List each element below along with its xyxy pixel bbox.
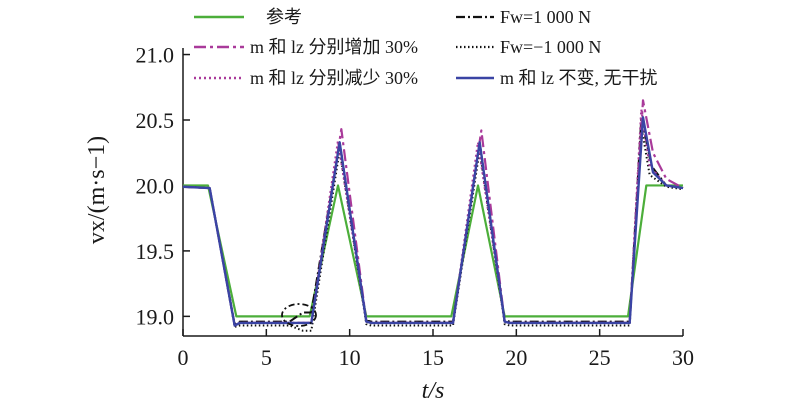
series-decrease-30 xyxy=(182,108,684,327)
x-tick-label: 20 xyxy=(505,345,527,370)
axes xyxy=(182,48,683,337)
y-ticks: 19.0 19.5 20.0 20.5 21.0 xyxy=(136,43,190,329)
y-tick-label: 20.0 xyxy=(136,173,175,198)
legend-label-wind-positive: Fw=1 000 N xyxy=(500,7,591,27)
x-tick-label: 5 xyxy=(261,345,272,370)
x-tick-label: 15 xyxy=(422,345,444,370)
y-tick-label: 19.5 xyxy=(136,239,175,264)
legend-label-increase: m 和 lz 分别增加 30% xyxy=(250,37,418,57)
series-wind-positive xyxy=(182,116,684,326)
legend: 参考 m 和 lz 分别增加 30% m 和 lz 分别减少 30% Fw=1 … xyxy=(194,7,658,88)
x-tick-label: 10 xyxy=(339,345,361,370)
x-ticks: 0 5 10 15 20 25 30 xyxy=(178,329,694,370)
series-reference xyxy=(183,184,683,318)
legend-label-decrease: m 和 lz 分别减少 30% xyxy=(250,68,418,88)
y-tick-label: 20.5 xyxy=(136,108,175,133)
y-axis-title: vx/(m·s−1) xyxy=(84,136,110,244)
x-tick-label: 0 xyxy=(178,345,189,370)
legend-label-nominal: m 和 lz 不变, 无干扰 xyxy=(500,68,658,88)
x-tick-label: 30 xyxy=(672,345,694,370)
x-axis-title: t/s xyxy=(422,378,445,404)
series-increase-30 xyxy=(182,99,684,327)
disturbance-annotation-ellipse xyxy=(281,303,317,327)
series-group xyxy=(182,99,684,332)
legend-label-reference: 参考 xyxy=(266,7,302,27)
y-tick-label: 21.0 xyxy=(136,43,175,68)
y-tick-label: 19.0 xyxy=(136,304,175,329)
series-nominal xyxy=(182,116,684,327)
x-tick-label: 25 xyxy=(589,345,611,370)
series-wind-negative xyxy=(182,125,684,332)
legend-label-wind-negative: Fw=−1 000 N xyxy=(500,37,601,57)
